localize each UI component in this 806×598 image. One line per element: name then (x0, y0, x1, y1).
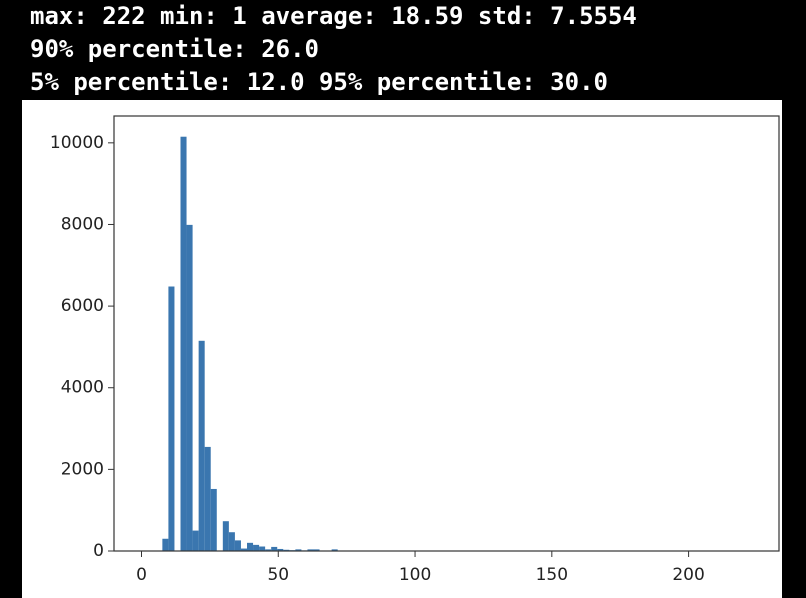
y-tick-label: 0 (93, 541, 104, 561)
bar (283, 549, 290, 551)
x-tick-label: 150 (536, 565, 568, 585)
output-line: 5% percentile: 12.0 95% percentile: 30.0 (30, 68, 608, 96)
bar (180, 136, 187, 551)
bar (247, 542, 254, 551)
y-tick-label: 6000 (61, 296, 104, 316)
bar (253, 544, 260, 551)
x-tick-label: 0 (136, 565, 147, 585)
y-tick-label: 10000 (50, 133, 104, 153)
bar (313, 549, 320, 551)
y-tick-label: 2000 (61, 459, 104, 479)
chart: 0 2000 4000 6000 8000 10000 0 50 100 150 200 (22, 100, 782, 598)
y-tick-label: 4000 (61, 378, 104, 398)
bar (204, 446, 211, 551)
bar (240, 548, 247, 551)
bar (259, 546, 266, 551)
bar (295, 549, 302, 551)
output-line: max: 222 min: 1 average: 18.59 std: 7.55… (30, 2, 637, 30)
bar (271, 546, 278, 551)
bar (168, 286, 175, 551)
bar (307, 549, 314, 551)
x-tick-label: 50 (267, 565, 289, 585)
bar (192, 530, 199, 551)
y-tick-label: 8000 (61, 214, 104, 234)
bar (210, 488, 217, 551)
bar (265, 549, 272, 551)
output-line: 90% percentile: 26.0 (30, 35, 319, 63)
chart-background (22, 100, 782, 598)
bar (331, 549, 338, 551)
bar (162, 538, 169, 551)
bar (277, 548, 284, 551)
bar (222, 521, 229, 551)
x-tick-label: 200 (672, 565, 704, 585)
bar (234, 540, 241, 551)
bar (186, 224, 193, 551)
bar (198, 340, 205, 551)
x-tick-label: 100 (399, 565, 431, 585)
bar (228, 532, 235, 551)
plot-frame (113, 115, 780, 552)
